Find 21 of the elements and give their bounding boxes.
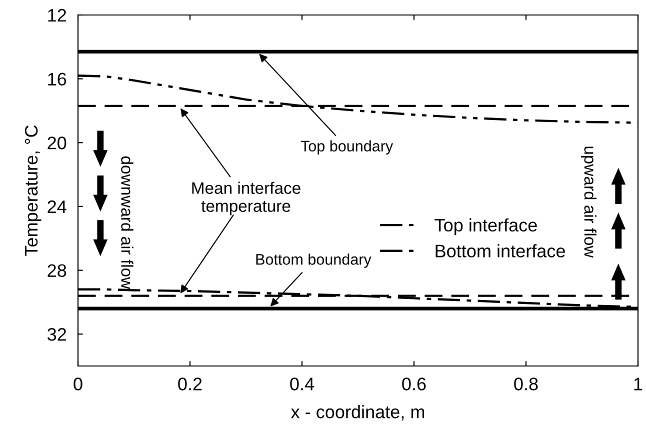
legend-label: Top interface — [434, 218, 537, 236]
legend-label: Bottom interface — [436, 244, 565, 258]
annotation: Mean interface temperature — [192, 182, 300, 216]
annotation: upward air flow — [580, 146, 596, 258]
annotation: downward air flow — [121, 156, 134, 290]
y-tick-label: 24 — [48, 200, 66, 213]
x-tick-label: 0.6 — [402, 378, 426, 390]
x-tick-label: 0.4 — [290, 378, 314, 390]
x-tick-label: 0.8 — [514, 378, 538, 390]
x-axis-title: x - coordinate, m — [290, 405, 424, 420]
y-tick-label: 12 — [48, 8, 66, 22]
x-tick-label: 1 — [634, 378, 642, 390]
x-tick-label: 0.2 — [178, 378, 202, 390]
x-tick-label: 0 — [74, 378, 82, 390]
annotation: Top boundary — [300, 140, 394, 155]
y-tick-label: 28 — [48, 264, 66, 277]
annotation: Bottom boundary — [256, 254, 372, 268]
y-axis-title: Temperature, °C — [24, 125, 42, 256]
y-tick-label: 20 — [48, 136, 66, 150]
y-tick-label: 16 — [48, 72, 66, 86]
y-tick-label: 32 — [47, 328, 66, 341]
